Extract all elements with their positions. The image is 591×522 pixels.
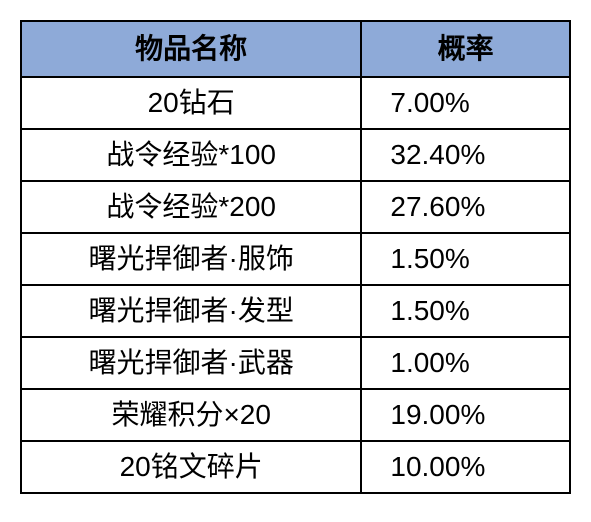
- cell-probability: 1.50%: [361, 233, 570, 285]
- cell-item-name: 20钻石: [21, 77, 361, 129]
- header-item-name: 物品名称: [21, 21, 361, 77]
- cell-item-name: 战令经验*100: [21, 129, 361, 181]
- cell-item-name: 曙光捍御者·服饰: [21, 233, 361, 285]
- table-row: 荣耀积分×20 19.00%: [21, 389, 570, 441]
- cell-probability: 1.50%: [361, 285, 570, 337]
- cell-probability: 10.00%: [361, 441, 570, 493]
- cell-item-name: 曙光捍御者·发型: [21, 285, 361, 337]
- table-row: 曙光捍御者·武器 1.00%: [21, 337, 570, 389]
- cell-probability: 27.60%: [361, 181, 570, 233]
- table-row: 战令经验*200 27.60%: [21, 181, 570, 233]
- cell-item-name: 曙光捍御者·武器: [21, 337, 361, 389]
- header-probability: 概率: [361, 21, 570, 77]
- table-header-row: 物品名称 概率: [21, 21, 570, 77]
- cell-item-name: 荣耀积分×20: [21, 389, 361, 441]
- cell-item-name: 20铭文碎片: [21, 441, 361, 493]
- table-row: 曙光捍御者·发型 1.50%: [21, 285, 570, 337]
- table-body: 20钻石 7.00% 战令经验*100 32.40% 战令经验*200 27.6…: [21, 77, 570, 493]
- probability-table: 物品名称 概率 20钻石 7.00% 战令经验*100 32.40% 战令经验*…: [20, 20, 571, 494]
- cell-probability: 32.40%: [361, 129, 570, 181]
- table-row: 20钻石 7.00%: [21, 77, 570, 129]
- cell-probability: 7.00%: [361, 77, 570, 129]
- cell-probability: 19.00%: [361, 389, 570, 441]
- cell-item-name: 战令经验*200: [21, 181, 361, 233]
- table-row: 曙光捍御者·服饰 1.50%: [21, 233, 570, 285]
- table-row: 20铭文碎片 10.00%: [21, 441, 570, 493]
- cell-probability: 1.00%: [361, 337, 570, 389]
- table-row: 战令经验*100 32.40%: [21, 129, 570, 181]
- probability-table-container: 物品名称 概率 20钻石 7.00% 战令经验*100 32.40% 战令经验*…: [20, 20, 571, 494]
